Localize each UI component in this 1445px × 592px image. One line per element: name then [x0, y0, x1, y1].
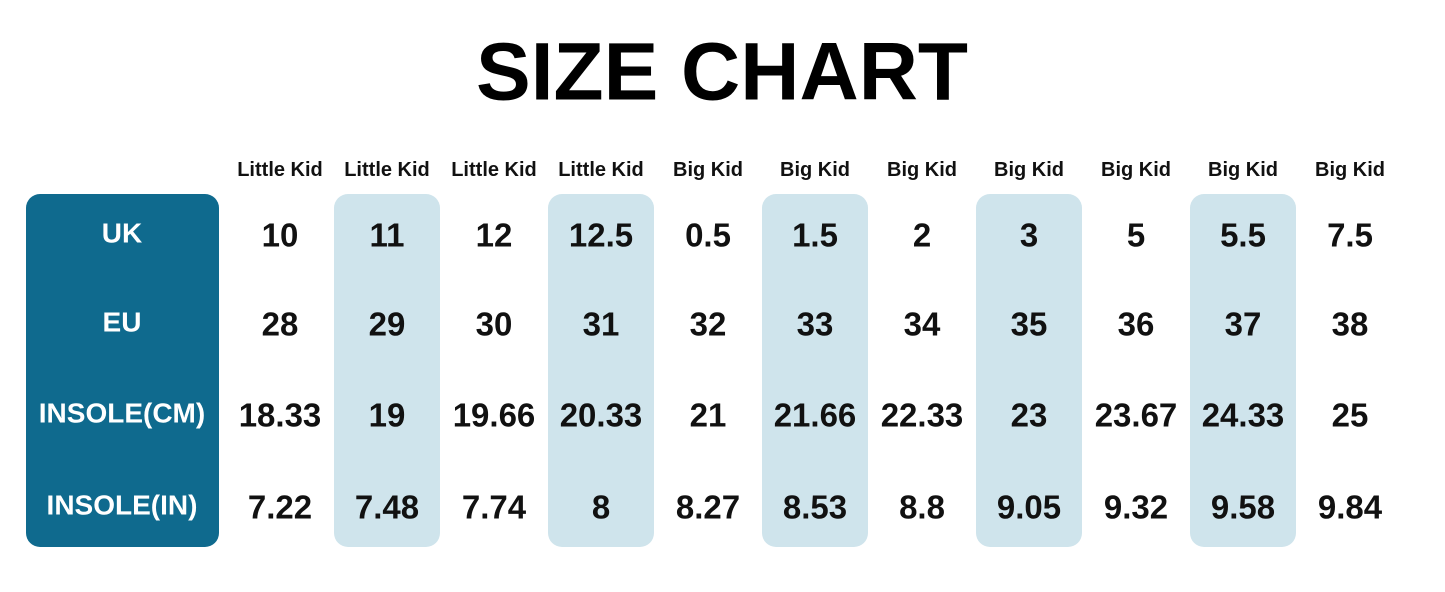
cell: 10 — [262, 217, 299, 254]
cell: 7.5 — [1327, 217, 1373, 254]
cell: 8.53 — [783, 489, 847, 526]
column-header: Big Kid — [780, 159, 850, 181]
column-header: Little Kid — [451, 159, 537, 181]
row-label: EU — [103, 307, 142, 338]
cell: 9.58 — [1211, 489, 1275, 526]
cell: 1.5 — [792, 217, 838, 254]
column-header: Little Kid — [344, 159, 430, 181]
cell: 23 — [1011, 397, 1048, 434]
row-label: UK — [102, 218, 142, 249]
cell: 12.5 — [569, 217, 633, 254]
column-highlight — [548, 194, 654, 547]
cell: 12 — [476, 217, 513, 254]
cell: 2 — [913, 217, 931, 254]
column-header: Big Kid — [1315, 159, 1385, 181]
column-header: Little Kid — [558, 159, 644, 181]
cell: 19 — [369, 397, 406, 434]
cell: 9.05 — [997, 489, 1061, 526]
cell: 29 — [369, 306, 406, 343]
cell: 24.33 — [1202, 397, 1285, 434]
cell: 21.66 — [774, 397, 857, 434]
cell: 9.84 — [1318, 489, 1383, 526]
cell: 34 — [904, 306, 941, 343]
column-header: Big Kid — [887, 159, 957, 181]
row-label: INSOLE(IN) — [47, 490, 198, 521]
table: Little Kid Little Kid Little Kid Little Kid… — [39, 159, 1385, 547]
cell: 5.5 — [1220, 217, 1266, 254]
cell: 5 — [1127, 217, 1145, 254]
cell: 33 — [797, 306, 834, 343]
cell: 37 — [1225, 306, 1262, 343]
column-header: Big Kid — [673, 159, 743, 181]
cell: 8.27 — [676, 489, 740, 526]
cell: 0.5 — [685, 217, 731, 254]
cell: 25 — [1332, 397, 1369, 434]
cell: 35 — [1011, 306, 1048, 343]
title: SIZE CHART — [476, 27, 968, 118]
cell: 3 — [1020, 217, 1038, 254]
cell: 9.32 — [1104, 489, 1168, 526]
cell: 7.22 — [248, 489, 312, 526]
cell: 19.66 — [453, 397, 536, 434]
column-highlight — [1190, 194, 1296, 547]
column-header: Big Kid — [1208, 159, 1278, 181]
cell: 21 — [690, 397, 727, 434]
cell: 7.74 — [462, 489, 527, 526]
column-highlight — [762, 194, 868, 547]
cell: 23.67 — [1095, 397, 1178, 434]
cell: 8.8 — [899, 489, 945, 526]
cell: 38 — [1332, 306, 1369, 343]
row-label: INSOLE(CM) — [39, 398, 205, 429]
cell: 18.33 — [239, 397, 322, 434]
cell: 30 — [476, 306, 513, 343]
cell: 8 — [592, 489, 610, 526]
cell: 32 — [690, 306, 727, 343]
cell: 7.48 — [355, 489, 419, 526]
column-highlight — [334, 194, 440, 547]
column-header: Little Kid — [237, 159, 323, 181]
cell: 36 — [1118, 306, 1155, 343]
column-highlight — [976, 194, 1082, 547]
cell: 20.33 — [560, 397, 643, 434]
cell: 22.33 — [881, 397, 964, 434]
column-header: Big Kid — [994, 159, 1064, 181]
cell: 28 — [262, 306, 299, 343]
cell: 31 — [583, 306, 620, 343]
row-label-panel — [26, 194, 219, 547]
column-header: Big Kid — [1101, 159, 1171, 181]
cell: 11 — [370, 217, 405, 254]
